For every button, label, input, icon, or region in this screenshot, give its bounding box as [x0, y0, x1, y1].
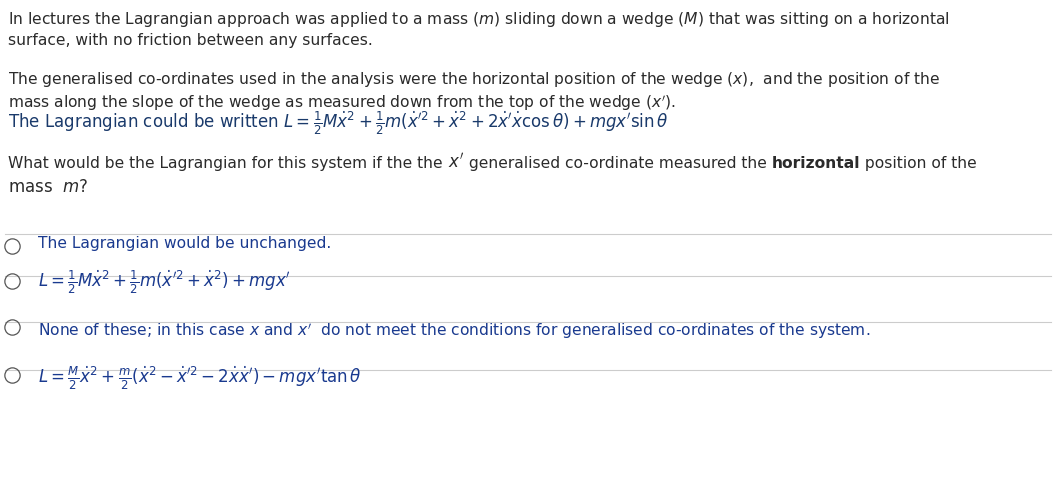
Text: surface, with no friction between any surfaces.: surface, with no friction between any su…: [8, 33, 373, 48]
Text: mass along the slope of the wedge as measured down from the top of the wedge ($x: mass along the slope of the wedge as mea…: [8, 93, 676, 113]
Text: The generalised co-ordinates used in the analysis were the horizontal position o: The generalised co-ordinates used in the…: [8, 70, 940, 89]
Text: What would be the Lagrangian for this system if the the: What would be the Lagrangian for this sy…: [8, 156, 448, 171]
Text: $x'$: $x'$: [448, 153, 463, 172]
Text: The Lagrangian could be written $L = \frac{1}{2}M\dot{x}^2 + \frac{1}{2}m\left(\: The Lagrangian could be written $L = \fr…: [8, 110, 669, 137]
Text: $L = \frac{1}{2}M\dot{x}^2 + \frac{1}{2}m\left(\dot{x}^{\prime 2} + \dot{x}^2\ri: $L = \frac{1}{2}M\dot{x}^2 + \frac{1}{2}…: [38, 269, 291, 297]
Text: In lectures the Lagrangian approach was applied to a mass ($m$) sliding down a w: In lectures the Lagrangian approach was …: [8, 10, 950, 29]
Text: horizontal: horizontal: [772, 156, 860, 171]
Text: mass  $m$?: mass $m$?: [8, 178, 88, 196]
Text: position of the: position of the: [860, 156, 976, 171]
Text: $L = \frac{M}{2}\dot{x}^2 + \frac{m}{2}\left(\dot{x}^2 - \dot{x}^{\prime 2} - 2\: $L = \frac{M}{2}\dot{x}^2 + \frac{m}{2}\…: [38, 365, 362, 392]
Text: The Lagrangian would be unchanged.: The Lagrangian would be unchanged.: [38, 236, 332, 251]
Text: generalised co-ordinate measured the: generalised co-ordinate measured the: [463, 156, 772, 171]
Text: None of these; in this case $x$ and $x'$  do not meet the conditions for general: None of these; in this case $x$ and $x'$…: [38, 321, 870, 341]
